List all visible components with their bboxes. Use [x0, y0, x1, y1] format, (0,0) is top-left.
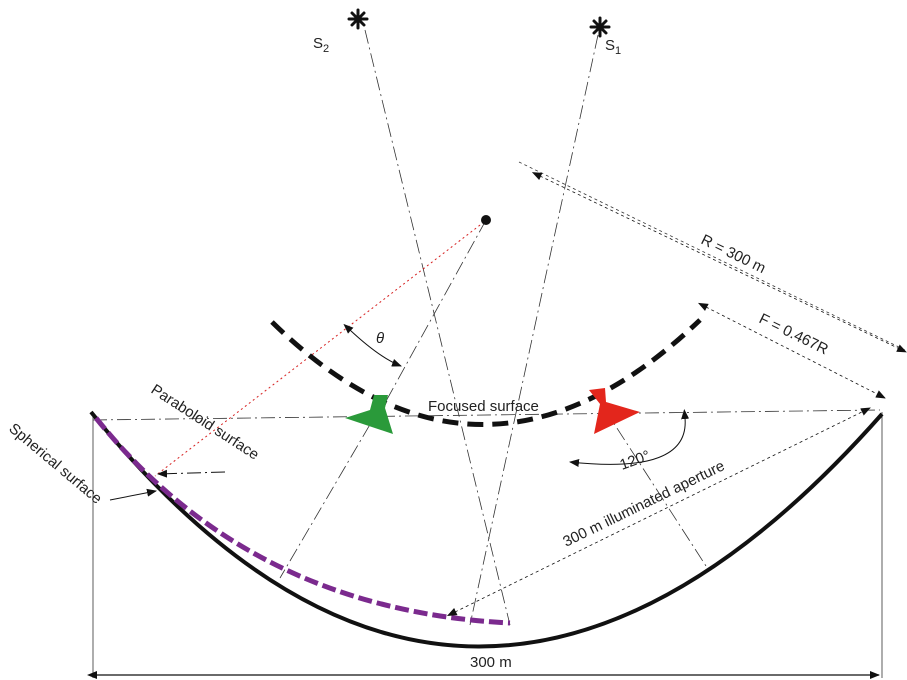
spherical-pointer-arrow: [109, 488, 157, 501]
radius-extension-line: [518, 161, 906, 351]
illuminated-aperture-label: 300 m illuminated aperture: [560, 457, 727, 550]
paraboloid-surface-label: Paraboloid surface: [148, 381, 262, 463]
paraboloid-surface-arc: [94, 416, 511, 626]
focused-surface-arc: [270, 318, 702, 427]
source-s2-label: S2: [313, 35, 329, 55]
sphere-center-point: [481, 215, 491, 225]
theta-angle-arc: [343, 323, 402, 367]
angle-120-label: 120°: [618, 447, 653, 474]
reflected-ray: [154, 221, 485, 477]
left-dish-axis-line: [279, 403, 383, 579]
paraboloid-pointer-arrow: [157, 469, 226, 478]
source-s1-label: S1: [605, 37, 621, 57]
angle-120-arc: [569, 409, 690, 467]
green-feed-icon: [345, 395, 393, 434]
s2-axis-line: [364, 29, 511, 626]
radius-dimension-line: [531, 172, 907, 353]
aperture-dimension-line: [446, 407, 871, 616]
theta-label: θ: [376, 330, 384, 347]
source-s2-star-icon: [347, 8, 369, 30]
source-s1-star-icon: [589, 16, 611, 38]
theta-ref-line: [384, 219, 487, 404]
focal-dimension-line: [697, 302, 886, 399]
red-feed-icon: [589, 388, 640, 434]
focused-surface-label: Focused surface: [428, 398, 539, 415]
span-label: 300 m: [470, 654, 512, 671]
spherical-surface-label: Spherical surface: [5, 420, 105, 508]
